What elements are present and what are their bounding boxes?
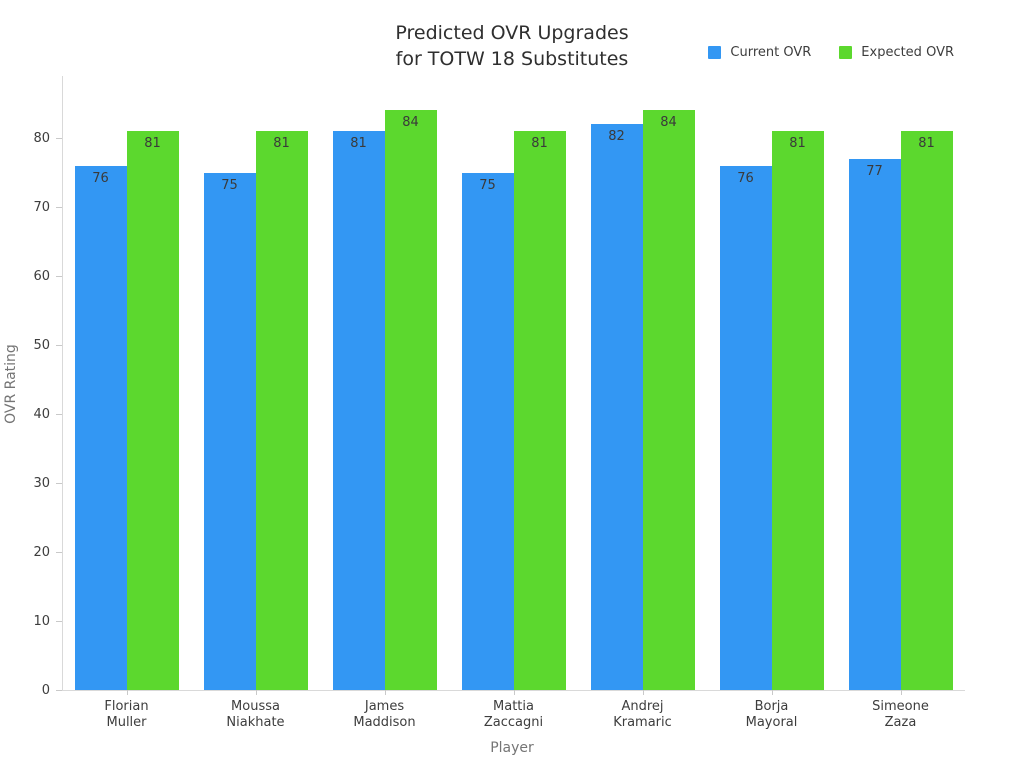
y-tick-label: 70 <box>33 200 50 216</box>
bar-current-ovr <box>590 124 643 690</box>
legend-item-current-ovr: Current OVR <box>708 45 811 60</box>
x-tick-mark <box>642 690 644 695</box>
y-tick-mark <box>56 483 62 485</box>
bar-expected-ovr <box>771 131 824 690</box>
bar-expected-ovr <box>255 131 308 690</box>
chart-title-line1: Predicted OVR Upgrades <box>395 22 629 44</box>
y-tick-label: 60 <box>33 269 50 285</box>
x-tick-mark <box>771 690 773 695</box>
y-tick-mark <box>56 690 62 691</box>
legend-label: Expected OVR <box>861 45 954 60</box>
bar-current-ovr <box>848 158 901 690</box>
x-tick-label: Andrej Kramaric <box>613 699 672 730</box>
bar-value-label: 81 <box>918 136 935 152</box>
y-tick-label: 20 <box>33 545 50 561</box>
chart-title-line2: for TOTW 18 Substitutes <box>395 48 629 70</box>
bar-value-label: 84 <box>402 115 419 131</box>
x-tick-mark <box>384 690 386 695</box>
x-tick-label: Borja Mayoral <box>745 699 798 730</box>
x-tick-mark <box>513 690 515 695</box>
bar-value-label: 75 <box>479 177 496 193</box>
x-tick-mark <box>255 690 257 695</box>
y-tick-label: 30 <box>33 476 50 492</box>
y-tick-label: 0 <box>41 683 50 698</box>
legend-label: Current OVR <box>730 45 812 60</box>
legend: Current OVR Expected OVR <box>708 45 954 60</box>
y-tick-label: 80 <box>33 131 50 147</box>
bar-expected-ovr <box>642 110 695 690</box>
bar-current-ovr <box>719 165 772 690</box>
bar-expected-ovr <box>384 110 437 690</box>
bar-current-ovr <box>74 165 127 690</box>
bar-value-label: 76 <box>92 170 109 186</box>
x-tick-mark <box>126 690 128 695</box>
bar-expected-ovr <box>513 131 566 690</box>
x-tick-label: Mattia Zaccagni <box>483 699 544 730</box>
bar-value-label: 81 <box>350 136 367 152</box>
bar-value-label: 81 <box>273 136 290 152</box>
bar-expected-ovr <box>900 131 953 690</box>
x-tick-label: Simeone Zaza <box>872 699 929 730</box>
y-tick-mark <box>56 552 62 554</box>
y-axis-line <box>62 76 63 690</box>
x-axis-title: Player <box>490 740 534 756</box>
bar-value-label: 81 <box>789 136 806 152</box>
bar-value-label: 75 <box>221 177 238 193</box>
bar-current-ovr <box>461 172 514 690</box>
y-tick-mark <box>56 345 62 347</box>
y-tick-label: 40 <box>33 407 50 423</box>
bar-current-ovr <box>332 131 385 690</box>
chart-title: Predicted OVR Upgrades for TOTW 18 Subst… <box>0 20 1024 72</box>
y-tick-mark <box>56 621 62 622</box>
bar-value-label: 81 <box>144 136 161 152</box>
legend-swatch-icon <box>708 46 722 59</box>
bar-value-label: 81 <box>531 136 548 152</box>
bar-expected-ovr <box>126 131 179 690</box>
y-tick-label: 10 <box>33 614 50 629</box>
bar-current-ovr <box>203 172 256 690</box>
legend-swatch-icon <box>839 46 853 59</box>
bar-value-label: 76 <box>737 170 754 186</box>
y-tick-mark <box>56 207 62 209</box>
x-tick-label: Moussa Niakhate <box>226 699 285 730</box>
legend-item-expected-ovr: Expected OVR <box>839 45 954 60</box>
y-tick-mark <box>56 414 62 416</box>
x-tick-mark <box>900 690 902 695</box>
y-tick-mark <box>56 276 62 278</box>
bar-value-label: 82 <box>608 129 625 145</box>
x-tick-label: Florian Muller <box>104 699 149 730</box>
bar-value-label: 77 <box>866 163 883 179</box>
x-tick-label: James Maddison <box>353 699 416 730</box>
y-tick-label: 50 <box>33 338 50 354</box>
y-tick-mark <box>56 138 62 140</box>
bar-value-label: 84 <box>660 115 677 131</box>
